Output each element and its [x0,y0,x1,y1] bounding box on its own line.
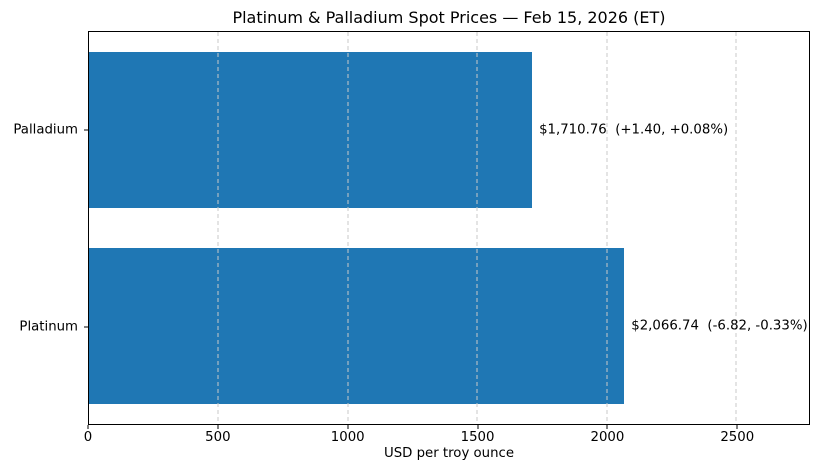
y-axis: Palladium Platinum [0,31,88,425]
gridline [735,32,737,424]
gridline [217,32,219,424]
chart-title: Platinum & Palladium Spot Prices — Feb 1… [232,8,666,27]
x-tick-label: 500 [205,430,231,445]
bar-value-label: $2,066.74 (-6.82, -0.33%) [631,318,808,334]
bar-value-label: $1,710.76 (+1.40, +0.08%) [539,122,729,138]
x-tick-mark [87,425,89,429]
x-axis: 0 500 1000 1500 2000 2500 [84,425,810,459]
plot-area: $1,710.76 (+1.40, +0.08%) $2,066.74 (-6.8… [88,31,810,425]
y-tick-label: Platinum [19,319,78,334]
y-tick-mark [84,326,88,327]
x-tick-label: 2000 [590,430,625,445]
gridline [606,32,608,424]
bars-layer: $1,710.76 (+1.40, +0.08%) $2,066.74 (-6.8… [89,32,809,424]
x-tick-label: 1500 [460,430,495,445]
x-tick-mark [606,425,608,429]
bar [89,247,625,405]
y-tick-label: Palladium [13,122,78,137]
y-tick-mark [84,129,88,130]
gridline [476,32,478,424]
x-tick-label: 2500 [720,430,755,445]
bar [89,51,533,209]
x-tick-mark [347,425,349,429]
x-tick-label: 0 [83,430,93,445]
gridline [347,32,349,424]
x-tick-label: 1000 [330,430,365,445]
x-tick-mark [477,425,479,429]
x-axis-title: USD per troy ounce [383,446,515,461]
x-tick-mark [217,425,219,429]
grid-layer [89,32,809,424]
x-tick-mark [736,425,738,429]
